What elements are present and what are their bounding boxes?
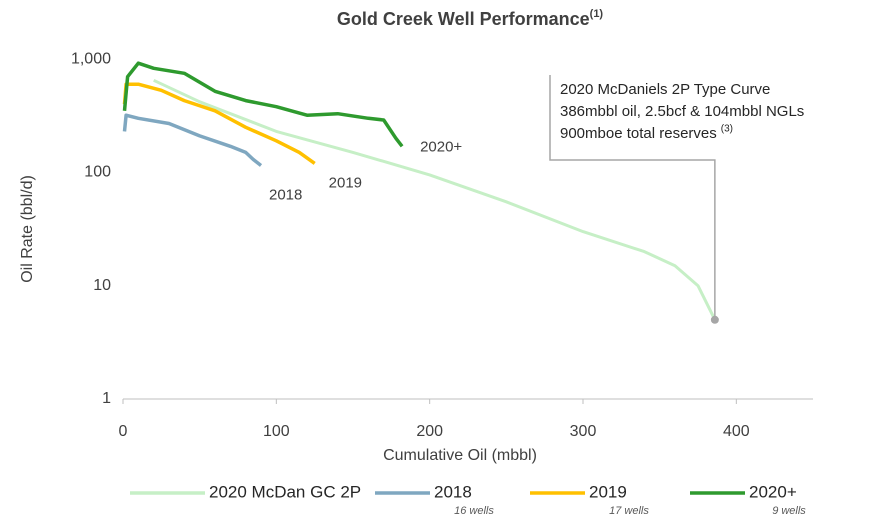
annotation-text: 2020 McDaniels 2P Type Curve [560,81,770,98]
x-tick-label: 200 [416,423,443,440]
annotation-leader [549,75,716,320]
legend-wells: 9 wells [772,505,806,517]
legend-label: 2020 McDan GC 2P [209,482,361,501]
y-tick-label: 1,000 [71,50,111,67]
title-text: Gold Creek Well Performance [337,9,590,29]
x-tick-label: 300 [570,423,597,440]
legend-label: 2020+ [749,482,797,501]
legend-label: 2018 [434,482,472,501]
x-axis-label: Cumulative Oil (mbbl) [383,447,537,464]
series-line [122,82,316,165]
x-tick-label: 0 [119,423,128,440]
series-line [153,78,717,321]
series-label: 2020+ [420,138,462,155]
annotation-text: 386mbbl oil, 2.5bcf & 104mbbl NGLs [560,103,804,120]
y-tick-label: 1 [102,390,111,407]
endpoint [710,315,719,324]
series-label: 2019 [329,174,362,191]
x-tick-label: 400 [723,423,750,440]
x-tick-label: 100 [263,423,290,440]
series-line [122,113,263,167]
legend-label: 2019 [589,482,627,501]
y-axis-label: Oil Rate (bbl/d) [19,175,36,283]
title-note: (1) [590,8,604,20]
annotation-note: (3) [721,124,733,135]
series-line [122,61,404,148]
y-tick-label: 10 [93,277,111,294]
annotation-text: 900mboe total reserves [560,125,717,142]
y-tick-label: 100 [84,164,111,181]
series-label: 2018 [269,186,302,203]
legend-wells: 17 wells [609,505,649,517]
chart-title: Gold Creek Well Performance(1) [337,8,604,29]
legend-wells: 16 wells [454,505,494,517]
